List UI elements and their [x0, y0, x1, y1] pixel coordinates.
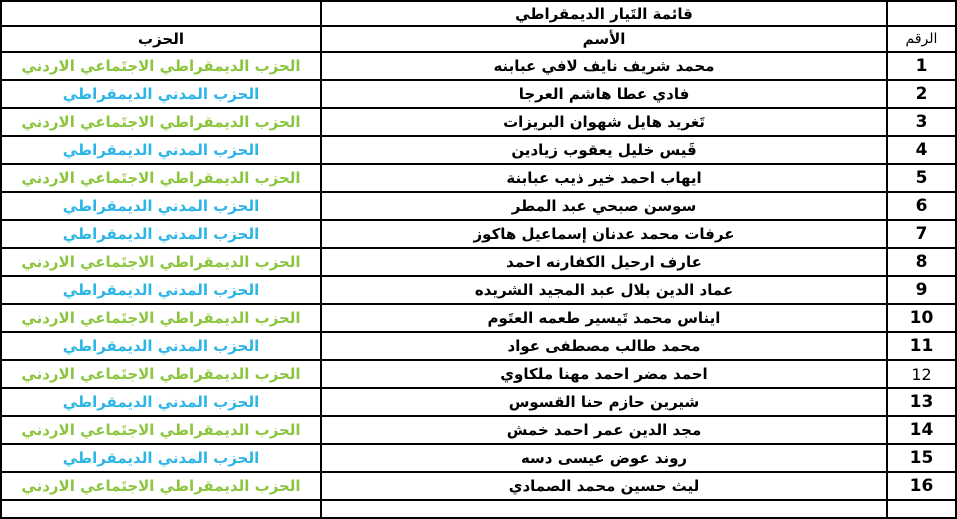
- header-row: الرقم الأسم الحزب: [0, 25, 957, 53]
- candidate-name: ايناس محمد تَيسير طعمه العتَوم: [320, 303, 888, 333]
- candidate-name: محمد طالب مصطفى عواد: [320, 331, 888, 361]
- candidate-number: 15: [886, 443, 957, 473]
- table-row: 6 سوسن صبحي عبد المطر الحزب المدني الديم…: [0, 191, 957, 221]
- column-header-number: الرقم: [886, 25, 957, 53]
- table-row: 16 ليث حسين محمد الصمادي الحزب الديمقراط…: [0, 471, 957, 501]
- candidate-number: 13: [886, 387, 957, 417]
- candidate-number: 6: [886, 191, 957, 221]
- candidate-number: 2: [886, 79, 957, 109]
- candidate-name: سوسن صبحي عبد المطر: [320, 191, 888, 221]
- candidate-name: محمد شريف نايف لافي عبابنه: [320, 51, 888, 81]
- table-row: 3 تَغريد هايل شهوان البريزات الحزب الديم…: [0, 107, 957, 137]
- candidate-name: ليث حسين محمد الصمادي: [320, 471, 888, 501]
- candidate-party: الحزب الديمقراطي الاجتَماعي الاردني: [0, 359, 322, 389]
- candidate-name: عرفات محمد عدنان إسماعيل هاكوز: [320, 219, 888, 249]
- candidate-party: الحزب الديمقراطي الاجتَماعي الاردني: [0, 247, 322, 277]
- table-foot: [0, 499, 957, 519]
- candidate-party: الحزب الديمقراطي الاجتَماعي الاردني: [0, 163, 322, 193]
- candidate-party: الحزب المدني الديمقراطي: [0, 135, 322, 165]
- clipped-party-cell: [0, 499, 322, 519]
- table-row: 12 احمد مضر احمد مهنا ملكاوي الحزب الديم…: [0, 359, 957, 389]
- candidate-number: 7: [886, 219, 957, 249]
- candidate-number: 10: [886, 303, 957, 333]
- candidate-name: فادي عطا هاشم العرجا: [320, 79, 888, 109]
- candidate-party: الحزب المدني الديمقراطي: [0, 219, 322, 249]
- candidate-name: ايهاب احمد خير ذيب عبابنة: [320, 163, 888, 193]
- table-row: 1 محمد شريف نايف لافي عبابنه الحزب الديم…: [0, 51, 957, 81]
- table-row: 9 عماد الدين بلال عبد المجيد الشريده الح…: [0, 275, 957, 305]
- title-row-number-cell: [886, 0, 957, 27]
- candidate-party: الحزب الديمقراطي الاجتَماعي الاردني: [0, 107, 322, 137]
- candidate-party: الحزب الديمقراطي الاجتَماعي الاردني: [0, 415, 322, 445]
- column-header-name: الأسم: [320, 25, 888, 53]
- table-row: 15 روند عوض عيسى دسه الحزب المدني الديمق…: [0, 443, 957, 473]
- candidate-party: الحزب الديمقراطي الاجتَماعي الاردني: [0, 303, 322, 333]
- candidate-name: روند عوض عيسى دسه: [320, 443, 888, 473]
- table-row: 4 قَيس خليل يعقوب زيادين الحزب المدني ال…: [0, 135, 957, 165]
- candidate-number: 14: [886, 415, 957, 445]
- candidate-number: 1: [886, 51, 957, 81]
- candidate-name: احمد مضر احمد مهنا ملكاوي: [320, 359, 888, 389]
- candidate-number: 12: [886, 359, 957, 389]
- table-body: 1 محمد شريف نايف لافي عبابنه الحزب الديم…: [0, 51, 957, 501]
- table-row: 13 شيرين حازم حنا القسوس الحزب المدني ال…: [0, 387, 957, 417]
- candidate-name: عارف ارحيل الكفارنه احمد: [320, 247, 888, 277]
- table-row: 2 فادي عطا هاشم العرجا الحزب المدني الدي…: [0, 79, 957, 109]
- candidate-party: الحزب المدني الديمقراطي: [0, 387, 322, 417]
- clipped-name-cell: [320, 499, 888, 519]
- candidate-party: الحزب المدني الديمقراطي: [0, 191, 322, 221]
- table-head: قائمة التَيار الديمقراطي الرقم الأسم الح…: [0, 0, 957, 53]
- candidate-party: الحزب المدني الديمقراطي: [0, 331, 322, 361]
- clipped-number-cell: [886, 499, 957, 519]
- table-row: 14 مجد الدين عمر احمد خمش الحزب الديمقرا…: [0, 415, 957, 445]
- table-row: 7 عرفات محمد عدنان إسماعيل هاكوز الحزب ا…: [0, 219, 957, 249]
- candidate-party: الحزب الديمقراطي الاجتَماعي الاردني: [0, 51, 322, 81]
- title-row: قائمة التَيار الديمقراطي: [0, 0, 957, 27]
- column-header-party: الحزب: [0, 25, 322, 53]
- table-row: 8 عارف ارحيل الكفارنه احمد الحزب الديمقر…: [0, 247, 957, 277]
- candidate-number: 4: [886, 135, 957, 165]
- candidate-name: تَغريد هايل شهوان البريزات: [320, 107, 888, 137]
- candidate-party: الحزب الديمقراطي الاجتَماعي الاردني: [0, 471, 322, 501]
- candidate-name: مجد الدين عمر احمد خمش: [320, 415, 888, 445]
- candidate-number: 9: [886, 275, 957, 305]
- clipped-empty-row: [0, 499, 957, 519]
- candidate-party: الحزب المدني الديمقراطي: [0, 79, 322, 109]
- candidate-number: 3: [886, 107, 957, 137]
- candidate-number: 8: [886, 247, 957, 277]
- list-title: قائمة التَيار الديمقراطي: [320, 0, 888, 27]
- candidate-number: 11: [886, 331, 957, 361]
- table-row: 5 ايهاب احمد خير ذيب عبابنة الحزب الديمق…: [0, 163, 957, 193]
- table-row: 11 محمد طالب مصطفى عواد الحزب المدني الد…: [0, 331, 957, 361]
- candidate-number: 16: [886, 471, 957, 501]
- candidate-party: الحزب المدني الديمقراطي: [0, 275, 322, 305]
- candidate-party: الحزب المدني الديمقراطي: [0, 443, 322, 473]
- candidate-name: عماد الدين بلال عبد المجيد الشريده: [320, 275, 888, 305]
- candidate-name: شيرين حازم حنا القسوس: [320, 387, 888, 417]
- candidate-number: 5: [886, 163, 957, 193]
- candidate-name: قَيس خليل يعقوب زيادين: [320, 135, 888, 165]
- title-row-party-cell: [0, 0, 322, 27]
- table-row: 10 ايناس محمد تَيسير طعمه العتَوم الحزب …: [0, 303, 957, 333]
